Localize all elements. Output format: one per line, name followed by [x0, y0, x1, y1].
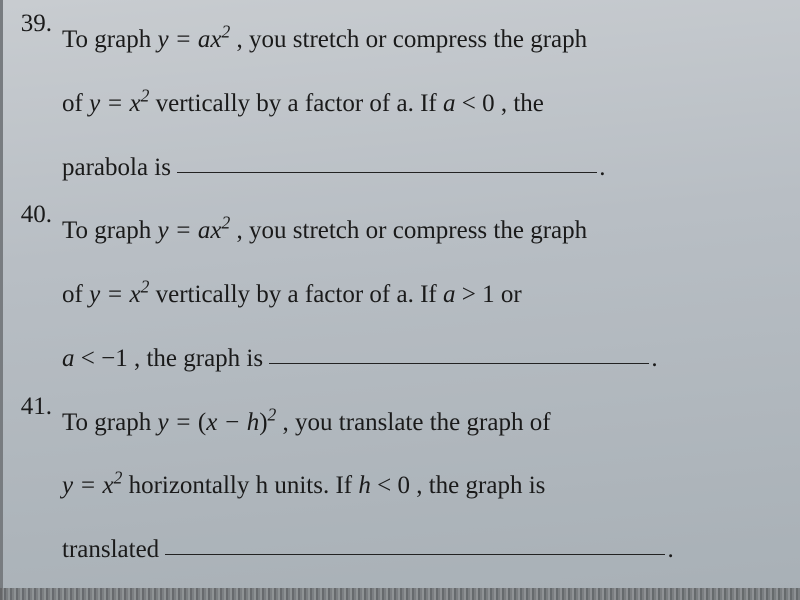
body-text: .	[599, 154, 605, 181]
body-text: parabola is	[62, 154, 177, 181]
question-number: 41.	[4, 391, 62, 421]
math-text: 2	[268, 404, 277, 424]
textbook-page: 39. To graph y = ax2 , you stretch or co…	[0, 0, 800, 582]
page-bottom-noise	[0, 588, 800, 600]
math-text: a	[443, 281, 456, 308]
body-text: To graph	[62, 217, 157, 244]
body-text: , you stretch or compress the graph	[230, 26, 587, 53]
body-text: .	[667, 536, 673, 563]
body-text: )	[259, 409, 267, 436]
math-text: x − h	[206, 409, 259, 436]
answer-blank	[165, 527, 665, 556]
question-body: To graph y = (x − h)2 , you translate th…	[62, 391, 778, 582]
body-text: < 0 , the	[456, 90, 544, 117]
body-text: of	[62, 90, 89, 117]
question-number: 40.	[4, 199, 62, 229]
body-text: .	[651, 345, 657, 372]
body-text: horizontally h units. If	[122, 472, 358, 499]
math-text: y = ax	[157, 217, 221, 244]
math-text: y =	[157, 409, 197, 436]
body-text: vertically by a factor of a. If	[149, 281, 443, 308]
math-text: a	[443, 90, 456, 117]
answer-blank	[269, 335, 649, 364]
math-text: y = x	[62, 472, 114, 499]
math-text: a	[62, 345, 75, 372]
body-text: , you translate the graph of	[276, 409, 550, 436]
body-text: > 1 or	[456, 281, 522, 308]
body-text: To graph	[62, 26, 157, 53]
math-text: y = ax	[157, 26, 221, 53]
body-text: , you stretch or compress the graph	[230, 217, 587, 244]
body-text: translated	[62, 536, 165, 563]
question-40: 40. To graph y = ax2 , you stretch or co…	[4, 199, 778, 390]
math-text: 2	[114, 468, 123, 488]
body-text: < −1 , the graph is	[75, 345, 270, 372]
question-body: To graph y = ax2 , you stretch or compre…	[62, 199, 778, 390]
math-text: 2	[222, 22, 231, 42]
question-41: 41. To graph y = (x − h)2 , you translat…	[4, 391, 778, 582]
math-text: h	[358, 472, 371, 499]
answer-blank	[177, 144, 597, 173]
math-text: y = x	[89, 90, 141, 117]
question-number: 39.	[4, 8, 62, 38]
question-39: 39. To graph y = ax2 , you stretch or co…	[4, 8, 778, 199]
body-text: vertically by a factor of a. If	[149, 90, 443, 117]
math-text: y = x	[89, 281, 141, 308]
question-body: To graph y = ax2 , you stretch or compre…	[62, 8, 778, 199]
body-text: of	[62, 281, 89, 308]
body-text: (	[198, 409, 206, 436]
math-text: 2	[222, 213, 231, 233]
page-left-edge	[0, 0, 3, 600]
body-text: To graph	[62, 409, 157, 436]
body-text: < 0 , the graph is	[371, 472, 546, 499]
